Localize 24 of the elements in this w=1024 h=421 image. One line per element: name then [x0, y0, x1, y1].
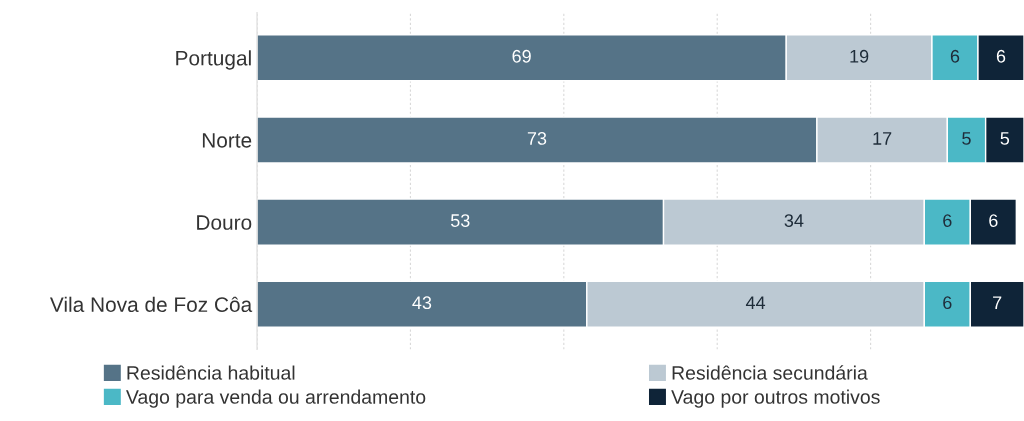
data-label: 34: [784, 214, 804, 227]
y-tick-label: Portugal: [176, 50, 251, 70]
data-label: 6: [943, 296, 952, 310]
y-tick-label: Vila Nova de Foz Côa: [49, 296, 253, 312]
y-tick-label: Norte: [202, 133, 252, 148]
data-label: 69: [512, 49, 531, 63]
data-label: 19: [850, 49, 869, 63]
data-label: 73: [527, 132, 547, 145]
data-label: 7: [993, 296, 1002, 309]
data-label: 5: [1000, 132, 1010, 145]
legend-label: Vago para venda ou arrendamento: [126, 389, 426, 408]
data-label: 53: [450, 214, 470, 227]
data-label: 6: [989, 214, 998, 227]
data-label: 6: [996, 49, 1006, 63]
legend-label: Residência habitual: [127, 365, 295, 380]
data-label: 5: [962, 132, 971, 145]
data-label: 6: [950, 49, 960, 63]
data-label: 44: [745, 296, 766, 309]
y-tick-label: Douro: [197, 215, 252, 230]
legend-label: Vago por outros motivos: [671, 389, 880, 408]
legend-label: Residência secundária: [672, 365, 868, 380]
data-label: 43: [412, 296, 432, 310]
data-label: 17: [873, 132, 892, 145]
data-label: 6: [943, 214, 952, 227]
